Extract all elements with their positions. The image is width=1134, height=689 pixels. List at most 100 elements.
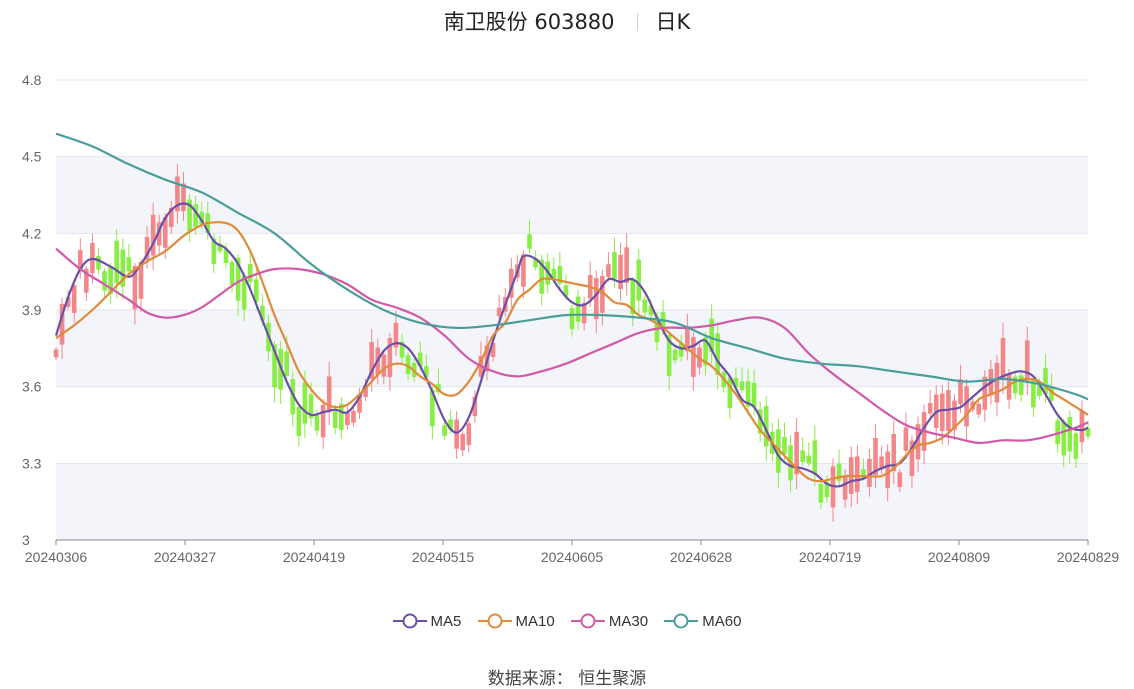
candle-body <box>636 259 642 301</box>
candle-body <box>144 236 150 261</box>
candle-body <box>1012 376 1018 394</box>
candle-body <box>678 343 684 357</box>
legend-label: MA60 <box>702 613 742 630</box>
x-tick-label: 20240628 <box>670 549 733 565</box>
candle-body <box>290 379 296 415</box>
candle-body <box>193 204 198 227</box>
x-axis: 20240306 20240327 20240419 20240515 20240605… <box>25 539 1120 565</box>
candle-body <box>539 259 544 294</box>
ma5-line <box>54 202 1089 488</box>
candle-body <box>223 249 229 263</box>
candle-body <box>739 381 745 391</box>
candle-body <box>994 362 1000 403</box>
candle-body <box>369 342 374 379</box>
candle-body <box>897 472 903 488</box>
candle-body <box>1024 340 1030 381</box>
candle-body <box>126 257 132 272</box>
y-tick-label: 4.5 <box>22 149 42 165</box>
data-source: 数据来源： 恒生聚源 <box>0 664 1134 689</box>
candle-body <box>314 415 320 431</box>
candle-body <box>569 308 575 330</box>
grid-band <box>56 463 1088 540</box>
candle-body <box>332 410 338 429</box>
candle-body <box>454 419 459 449</box>
candle-body <box>727 377 733 409</box>
candle-body <box>527 234 532 249</box>
candles <box>53 163 1091 522</box>
y-tick-label: 4.8 <box>22 72 42 88</box>
candle-body <box>855 456 860 492</box>
candle-body <box>672 349 678 361</box>
candle-body <box>879 456 884 470</box>
candle-body <box>284 351 289 377</box>
candle-body <box>508 268 514 298</box>
legend-label: MA10 <box>515 613 555 630</box>
candle-body <box>715 333 720 375</box>
candle-body <box>71 285 77 313</box>
candle-body <box>108 267 113 295</box>
legend-ma5[interactable]: MA5 <box>392 612 461 630</box>
candle-body <box>496 307 502 317</box>
candle-body <box>296 407 302 437</box>
candle-body <box>241 275 247 310</box>
candle-body <box>685 325 690 352</box>
candle-body <box>533 258 538 268</box>
candle-body <box>606 264 611 277</box>
legend-ma60[interactable]: MA60 <box>664 612 741 630</box>
y-axis: 3 3.3 3.6 3.9 4.2 4.5 4.8 <box>22 72 42 548</box>
period-label: 日K <box>655 10 691 34</box>
candle-body <box>120 249 126 287</box>
x-tick-label: 20240515 <box>412 549 475 565</box>
candle-body <box>776 429 781 473</box>
legend-ma30[interactable]: MA30 <box>570 612 648 630</box>
candle-body <box>1061 421 1067 456</box>
candle-body <box>302 382 308 424</box>
candle-body <box>84 268 89 293</box>
candle-body <box>1067 417 1073 452</box>
legend-ma10[interactable]: MA10 <box>477 612 555 630</box>
x-tick-label: 20240829 <box>1057 549 1120 565</box>
candle-body <box>618 254 623 289</box>
candle-body <box>763 406 769 447</box>
candle-body <box>891 433 897 472</box>
candle-body <box>642 299 648 313</box>
candle-body <box>1055 420 1060 445</box>
x-tick-label: 20240605 <box>541 549 604 565</box>
candle-body <box>873 438 878 475</box>
candle-body <box>424 366 429 377</box>
grid-band <box>56 156 1088 234</box>
candle-body <box>824 481 830 498</box>
candle-body <box>357 394 362 413</box>
candle-body <box>794 431 799 475</box>
candle-body <box>551 268 557 280</box>
candle-body <box>976 403 982 415</box>
ma10-legend-icon <box>477 613 512 629</box>
candle-body <box>162 217 168 248</box>
candle-body <box>308 394 314 419</box>
candle-body <box>842 476 848 500</box>
candle-body <box>757 409 763 434</box>
candle-body <box>53 349 59 358</box>
kline-chart: 33.33.63.94.24.54.8 20240306 20240327 2024… <box>22 72 1120 565</box>
candle-body <box>1085 427 1091 437</box>
candle-body <box>1043 367 1048 394</box>
candle-body <box>630 279 636 315</box>
x-tick-label: 20240306 <box>25 549 88 565</box>
candle-body <box>150 214 156 256</box>
candle-body <box>861 469 866 478</box>
candle-body <box>217 243 223 252</box>
candle-body <box>557 266 563 284</box>
plot-bands <box>56 156 1088 540</box>
candle-body <box>818 483 824 503</box>
candle-body <box>472 396 478 417</box>
candle-body <box>339 403 344 430</box>
candle-body <box>903 427 909 451</box>
candle-body <box>235 257 241 301</box>
candle-body <box>326 376 332 413</box>
y-tick-label: 4.2 <box>22 225 42 241</box>
candle-body <box>156 222 162 246</box>
candle-body <box>430 389 435 427</box>
candle-body <box>1073 433 1079 460</box>
grid-lines <box>56 79 1088 464</box>
candle-body <box>77 250 83 272</box>
